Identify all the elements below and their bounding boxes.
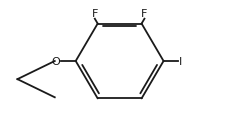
Text: I: I [178,57,182,66]
Text: F: F [91,9,98,19]
Text: F: F [141,9,147,19]
Text: O: O [52,57,60,66]
